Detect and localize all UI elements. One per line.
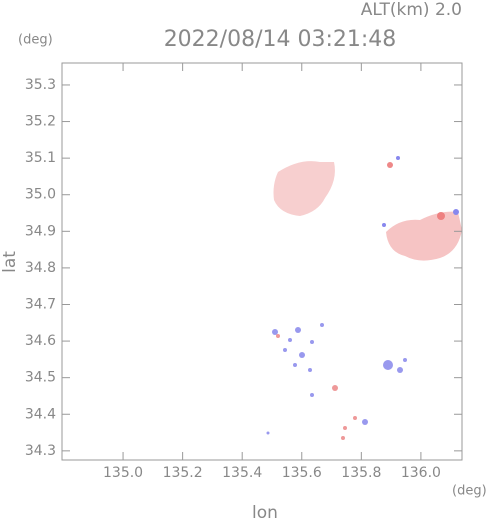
y-tick-label: 35.0 xyxy=(25,187,56,203)
y-axis-label: lat xyxy=(0,251,20,273)
x-tick-label: 135.8 xyxy=(341,465,381,481)
y-tick-label: 34.3 xyxy=(25,443,56,459)
y-tick-label: 34.7 xyxy=(25,296,56,312)
y-tick-label: 34.8 xyxy=(25,260,56,276)
y-unit: (deg) xyxy=(18,33,53,48)
y-tick-label: 34.5 xyxy=(25,370,56,386)
chart-title: 2022/08/14 03:21:48 xyxy=(164,27,397,52)
x-unit: (deg) xyxy=(452,484,487,499)
x-tick-label: 135.0 xyxy=(103,465,143,481)
y-tick-label: 35.2 xyxy=(25,114,56,130)
x-tick-label: 135.6 xyxy=(282,465,322,481)
x-axis-label: lon xyxy=(252,503,278,521)
x-tick-label: 135.2 xyxy=(163,465,203,481)
x-tick-label: 135.4 xyxy=(222,465,262,481)
y-tick-label: 34.9 xyxy=(25,223,56,239)
y-tick-label: 34.6 xyxy=(25,333,56,349)
echoes xyxy=(266,156,462,440)
y-tick-label: 35.1 xyxy=(25,150,56,166)
x-tick-label: 136.0 xyxy=(401,465,441,481)
y-tick-label: 35.3 xyxy=(25,77,56,93)
altitude-label: ALT(km) 2.0 xyxy=(361,0,462,20)
plot-frame xyxy=(61,62,463,461)
y-tick-label: 34.4 xyxy=(25,406,56,422)
